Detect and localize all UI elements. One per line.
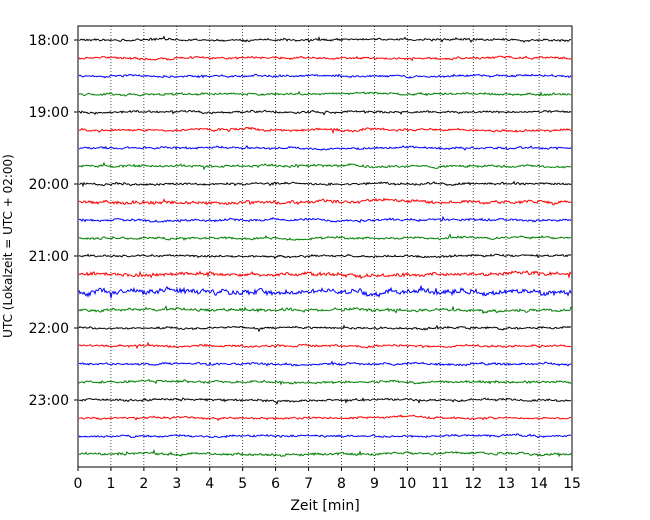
x-tick-label: 9 [370,476,379,492]
trace-line [78,73,572,79]
trace-line [78,305,572,315]
trace-line [78,433,572,439]
x-tick-label: 0 [74,476,83,492]
x-tick-label: 15 [563,476,581,492]
axis-ticks: 0 1 2 3 4 5 6 7 8 9 10 11 12 13 14 1518:0019:0020:0021:… [29,33,581,492]
trace-line [78,90,572,97]
x-tick-label: 10 [398,476,416,492]
x-tick-label: 2 [139,476,148,492]
trace-line [78,285,572,299]
plot-frame [77,25,573,468]
y-tick-label: 19:00 [29,105,69,121]
x-tick-label: 6 [271,476,280,492]
trace-line [78,161,571,171]
trace-line [78,448,572,458]
x-tick-label: 13 [497,476,515,492]
y-axis-label: UTC (Lokalzeit = UTC + 02:00) [1,154,15,338]
trace-line [78,144,572,151]
y-tick-label: 18:00 [29,33,69,49]
x-tick-label: 3 [172,476,181,492]
trace-line [79,414,572,421]
x-tick-label: 11 [431,476,449,492]
trace-line [78,341,572,350]
y-tick-label: 23:00 [29,393,69,409]
y-tick-label: 22:00 [29,321,69,337]
x-tick-label: 1 [106,476,115,492]
x-axis-label: Zeit [min] [290,498,359,514]
x-tick-label: 14 [530,476,548,492]
trace-line [78,35,572,43]
trace-line [78,397,572,405]
trace-group [78,35,572,458]
trace-line [78,269,572,280]
x-tick-label: 5 [238,476,247,492]
trace-line [78,360,572,367]
trace-line [78,109,572,116]
trace-line [78,55,572,62]
trace-line [78,197,572,206]
trace-line [78,253,572,260]
trace-line [78,180,572,188]
x-tick-label: 8 [337,476,346,492]
trace-line [78,215,572,224]
trace-line [78,324,572,333]
x-tick-label: 12 [464,476,482,492]
trace-line [78,233,572,242]
y-tick-label: 21:00 [29,249,69,265]
trace-line [78,378,572,386]
y-tick-label: 20:00 [29,177,69,193]
x-tick-label: 4 [205,476,214,492]
x-tick-label: 7 [304,476,313,492]
trace-line [78,126,572,135]
